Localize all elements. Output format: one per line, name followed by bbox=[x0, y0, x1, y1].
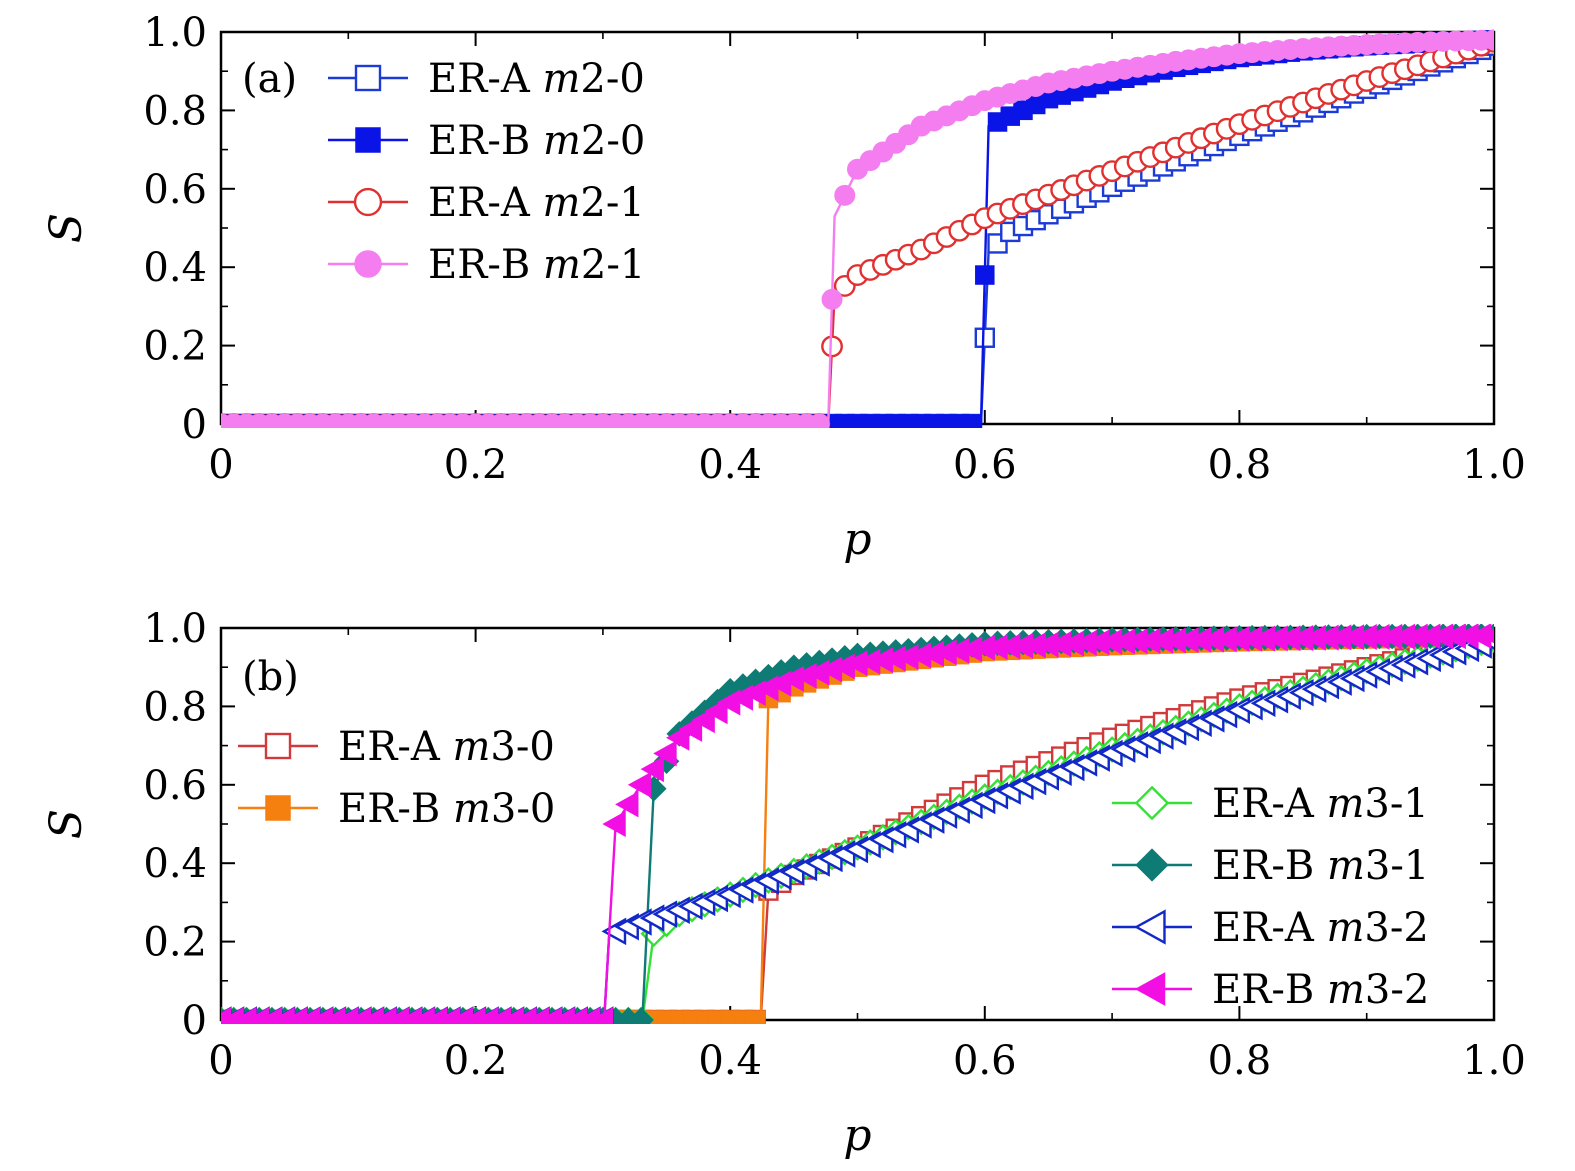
y-tick-label: 0.6 bbox=[143, 763, 207, 809]
chart-panel-b: 00 0.2 0.2 0.4 0.4 0.6 0.6 0.8 0.8 1.0 1.0 p S ER-A m… bbox=[41, 606, 1526, 1161]
y-tick-label: 0.8 bbox=[143, 88, 207, 134]
data-point bbox=[653, 740, 677, 767]
data-point bbox=[640, 756, 664, 783]
legend-marker bbox=[1133, 909, 1166, 945]
data-point bbox=[704, 698, 728, 725]
legend-label: ER-B m3-1 bbox=[1212, 843, 1429, 889]
data-point bbox=[821, 288, 843, 310]
y-tick-label: 1.0 bbox=[143, 10, 207, 56]
x-tick-label: 0.4 bbox=[698, 1038, 762, 1084]
legend-label: ER-B m2-1 bbox=[428, 242, 645, 288]
panel-label: (a) bbox=[242, 56, 297, 102]
legend-marker bbox=[1134, 972, 1166, 1006]
y-tick-label: 0.2 bbox=[143, 324, 207, 370]
data-point bbox=[1480, 628, 1494, 644]
legend-label: ER-B m2-0 bbox=[428, 118, 645, 164]
data-point bbox=[974, 327, 995, 348]
y-tick-label: 0.6 bbox=[143, 167, 207, 213]
legend-label: ER-A m2-0 bbox=[428, 56, 645, 102]
legend-marker bbox=[354, 64, 382, 92]
y-tick-label: 0.4 bbox=[143, 245, 207, 291]
panel-label: (b) bbox=[242, 654, 299, 700]
legend-marker bbox=[1135, 848, 1169, 882]
legend-label: ER-B m3-2 bbox=[1212, 967, 1429, 1013]
legend-label: ER-B m3-0 bbox=[338, 786, 555, 832]
data-point bbox=[808, 413, 830, 428]
data-point bbox=[821, 335, 843, 358]
legend-entry-ER-A-m3-1: ER-A m3-1 bbox=[1112, 781, 1429, 827]
x-tick-label: 0 bbox=[208, 442, 233, 488]
x-axis-title: p bbox=[843, 514, 871, 565]
legend-entry-ER-B-m3-1: ER-B m3-1 bbox=[1112, 843, 1429, 889]
data-point bbox=[628, 1007, 654, 1024]
series-ER-A-m2-1 bbox=[221, 30, 1494, 428]
x-tick-label: 0.8 bbox=[1208, 442, 1272, 488]
legend-label: ER-A m2-1 bbox=[428, 180, 645, 226]
x-tick-label: 1.0 bbox=[1462, 1038, 1526, 1084]
legend-marker bbox=[354, 250, 382, 278]
legend-entry-ER-B-m3-2: ER-B m3-2 bbox=[1112, 967, 1429, 1013]
legend-entry-ER-B-m2-1: ER-B m2-1 bbox=[328, 242, 645, 288]
y-tick-label: 0.4 bbox=[143, 841, 207, 887]
x-tick-label: 0.6 bbox=[953, 1038, 1017, 1084]
data-point bbox=[1483, 29, 1494, 51]
data-point bbox=[602, 811, 626, 837]
x-tick-label: 0 bbox=[208, 1038, 233, 1084]
y-axis-title: S bbox=[41, 809, 92, 839]
data-point bbox=[962, 414, 982, 428]
data-point bbox=[678, 715, 703, 742]
legend-entry-ER-A-m2-0: ER-A m2-0 bbox=[328, 56, 645, 102]
legend-entry-ER-A-m3-0: ER-A m3-0 bbox=[238, 724, 555, 770]
data-point bbox=[627, 771, 652, 798]
legend-entry-ER-B-m2-0: ER-B m2-0 bbox=[328, 118, 645, 164]
plot-area bbox=[221, 624, 1494, 1024]
legend-entry-ER-B-m3-0: ER-B m3-0 bbox=[238, 786, 555, 832]
y-tick-label: 1.0 bbox=[143, 606, 207, 652]
y-tick-label: 0 bbox=[182, 402, 207, 448]
plot-area bbox=[221, 29, 1494, 428]
data-point bbox=[666, 724, 690, 751]
legend-marker bbox=[264, 732, 292, 760]
plot-frame bbox=[219, 30, 1496, 426]
x-axis-title: p bbox=[843, 1110, 871, 1161]
legend-marker bbox=[1134, 785, 1170, 821]
series-ER-B-m3-2 bbox=[221, 624, 1494, 1024]
x-tick-label: 0.2 bbox=[444, 1038, 508, 1084]
legend-label: ER-A m3-0 bbox=[338, 724, 555, 770]
x-tick-label: 0.4 bbox=[698, 442, 762, 488]
legend-entry-ER-A-m3-2: ER-A m3-2 bbox=[1112, 905, 1429, 951]
x-tick-label: 0.2 bbox=[444, 442, 508, 488]
legend-label: ER-A m3-2 bbox=[1212, 905, 1429, 951]
chart-panel-a: 00 0.2 0.2 0.4 0.4 0.6 0.6 0.8 0.8 1.0 1.0 p S ER-A m… bbox=[41, 10, 1526, 565]
y-tick-label: 0.8 bbox=[143, 684, 207, 730]
data-point bbox=[745, 1010, 766, 1024]
legend-label: ER-A m3-1 bbox=[1212, 781, 1429, 827]
y-tick-label: 0 bbox=[182, 998, 207, 1044]
data-point bbox=[691, 707, 715, 734]
data-point bbox=[834, 184, 856, 206]
legend-entry-ER-A-m2-1: ER-A m2-1 bbox=[328, 180, 645, 226]
data-point bbox=[975, 265, 995, 285]
x-tick-label: 0.6 bbox=[953, 442, 1017, 488]
data-point bbox=[589, 1007, 614, 1024]
data-point bbox=[615, 791, 639, 818]
legend-marker bbox=[355, 127, 381, 153]
series-ER-B-m2-1 bbox=[221, 29, 1494, 428]
legend-marker bbox=[265, 795, 291, 821]
x-tick-label: 0.8 bbox=[1208, 1038, 1272, 1084]
y-tick-label: 0.2 bbox=[143, 920, 207, 966]
x-tick-label: 1.0 bbox=[1462, 442, 1526, 488]
legend-marker bbox=[353, 187, 383, 217]
y-axis-title: S bbox=[41, 213, 92, 243]
